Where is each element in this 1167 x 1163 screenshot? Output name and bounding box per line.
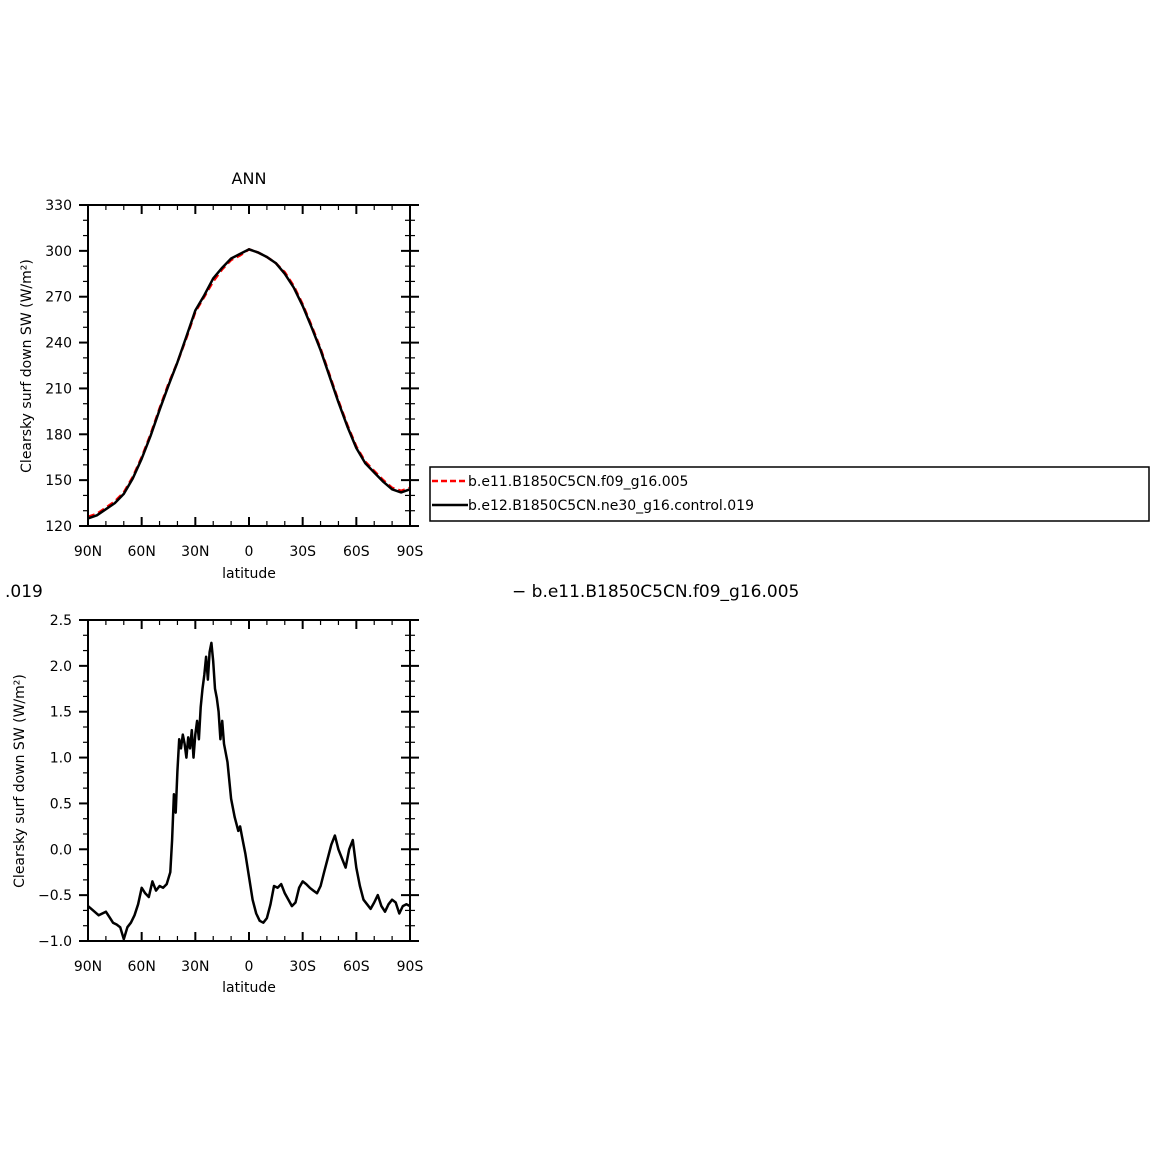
panel-2-y-tick-label: 0.5 [50,796,72,812]
panel-1-x-tick-label: 30S [289,544,316,560]
bottom-panel-y-axis-label: Clearsky surf down SW (W/m²) [12,674,28,888]
top-panel: ANN 90N 60N 30N 0 30S 60S 90S 120 150 180 210 240 27… [19,169,423,582]
legend-label-series-1: b.e11.B1850C5CN.f09_g16.005 [468,474,688,490]
panel-1-x-tick-label: 30N [181,544,209,560]
top-panel-y-axis-label: Clearsky surf down SW (W/m²) [19,259,35,473]
legend-box [429,466,1150,522]
bottom-panel-x-axis-label: latitude [222,980,276,996]
panel-1-y-tick-label: 240 [45,336,72,352]
bottom-panel: 90N 60N 30N 0 30S 60S 90S −1.0 −0.5 0.0 0.5 1.0 1.5 2… [12,613,423,996]
panel-1-x-tick-label: 60S [343,544,370,560]
panel-2-series-line-1 [87,641,411,941]
panel-2-y-tick-label: 2.5 [50,613,72,629]
panel-1-x-tick-label: 90S [397,544,424,560]
panel-1-y-tick-label: 330 [45,198,72,214]
panel-2-x-tick-label: 30N [181,959,209,975]
panel-2-y-tick-label: 1.0 [50,751,72,767]
panel-1-y-tick-label: 210 [45,381,72,397]
panel-1-y-tick-label: 300 [45,244,72,260]
panel-2-x-tick-label: 90S [397,959,424,975]
panel-1-y-tick-label: 120 [45,519,72,535]
panel-2-y-tick-label: 2.0 [50,659,72,675]
top-panel-series-group [87,248,411,520]
panel-1-y-tick-label: 180 [45,427,72,443]
panel-2-y-tick-label: 0.0 [50,842,72,858]
panel-2-x-tick-label: 0 [245,959,254,975]
legend-label-series-2: b.e12.B1850C5CN.ne30_g16.control.019 [468,498,754,514]
stray-text-left: .019 [5,582,43,602]
panel-2-y-tick-label: 1.5 [50,705,72,721]
panel-1-y-tick-label: 270 [45,290,72,306]
panel-2-y-tick-label: −0.5 [38,888,72,904]
top-panel-x-axis-label: latitude [222,566,276,582]
bottom-panel-series-group [87,641,411,941]
panel-2-x-tick-label: 30S [289,959,316,975]
panel-1-series-line-2 [87,248,411,520]
panel-2-x-tick-label: 90N [74,959,102,975]
panel-1-x-tick-label: 60N [128,544,156,560]
panel-1-x-tick-label: 90N [74,544,102,560]
panel-1-x-tick-label: 0 [245,544,254,560]
panel-1-y-tick-label: 150 [45,473,72,489]
legend: b.e11.B1850C5CN.f09_g16.005 b.e12.B1850C… [429,466,1150,522]
panel-2-x-tick-label: 60N [128,959,156,975]
top-panel-ticks: 90N 60N 30N 0 30S 60S 90S 120 150 180 210 240 270 300… [45,198,423,560]
panel-2-x-tick-label: 60S [343,959,370,975]
panel-2-y-tick-label: −1.0 [38,934,72,950]
stray-text-right: − b.e11.B1850C5CN.f09_g16.005 [512,582,799,602]
bottom-panel-ticks: 90N 60N 30N 0 30S 60S 90S −1.0 −0.5 0.0 0.5 1.0 1.5 2… [38,613,423,975]
top-panel-title: ANN [232,169,267,188]
